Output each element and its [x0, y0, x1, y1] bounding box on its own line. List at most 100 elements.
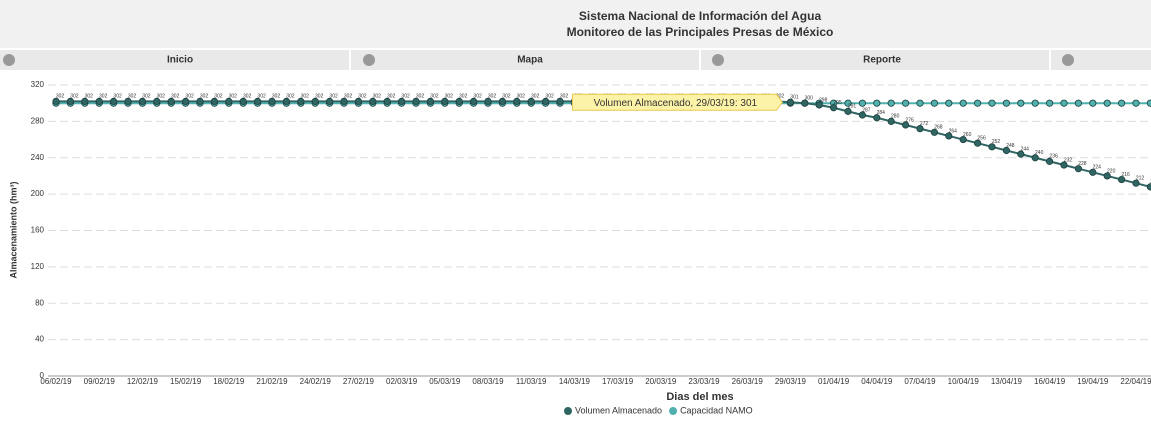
data-label: 302	[387, 94, 396, 100]
data-label: 302	[473, 94, 482, 100]
point	[973, 139, 982, 147]
point	[973, 99, 982, 107]
point	[887, 99, 895, 107]
map-icon[interactable]	[363, 54, 375, 66]
data-label: 268	[934, 125, 943, 131]
data-label: 302	[329, 94, 338, 100]
data-label: 302	[517, 94, 526, 100]
y-tick-label: 80	[35, 298, 44, 307]
point	[1146, 99, 1151, 107]
report-icon[interactable]	[712, 54, 724, 66]
point	[110, 97, 118, 105]
point	[1132, 99, 1140, 107]
point	[858, 99, 867, 107]
point	[1046, 99, 1054, 107]
point	[513, 97, 521, 105]
data-label: 302	[488, 94, 497, 100]
point	[988, 143, 996, 151]
data-label: 302	[502, 94, 511, 100]
data-label: 302	[272, 94, 281, 100]
data-label: 228	[1078, 161, 1087, 167]
data-label: 302	[416, 94, 425, 100]
point	[1146, 183, 1151, 191]
nav-item[interactable]: Inicio	[167, 55, 193, 66]
menu-icon[interactable]	[1062, 54, 1074, 66]
point	[829, 104, 838, 112]
point	[901, 99, 910, 107]
nav-item[interactable]: Mapa	[517, 55, 543, 66]
point	[1074, 99, 1083, 107]
data-label: 256	[977, 136, 986, 142]
point	[959, 99, 967, 107]
data-label: 302	[70, 94, 79, 100]
point	[844, 107, 852, 115]
data-label: 302	[344, 94, 353, 100]
point	[930, 128, 939, 136]
data-label: 280	[891, 114, 900, 120]
data-label: 302	[445, 94, 454, 100]
x-tick-label: 14/03/19	[559, 377, 591, 386]
point	[66, 97, 75, 105]
y-axis-title: Almacenamiento (hm³)	[8, 181, 18, 278]
data-label: 302	[776, 94, 785, 100]
point	[182, 97, 190, 105]
data-label: 236	[1049, 154, 1058, 160]
data-label: 301	[790, 95, 799, 101]
data-label: 248	[1006, 143, 1015, 149]
x-tick-label: 24/02/19	[300, 377, 332, 386]
point	[1060, 99, 1068, 107]
point	[426, 97, 434, 105]
legend-label: Capacidad NAMO	[680, 405, 753, 415]
point	[1002, 146, 1011, 155]
x-tick-label: 18/02/19	[213, 377, 245, 386]
data-label: 302	[301, 94, 310, 100]
data-label: 302	[257, 94, 266, 100]
data-label: 302	[171, 94, 180, 100]
x-tick-label: 27/02/19	[343, 377, 375, 386]
data-label: 216	[1121, 172, 1130, 178]
point	[930, 99, 939, 107]
point	[945, 99, 953, 107]
point	[196, 97, 204, 105]
point	[916, 99, 924, 107]
nav-item[interactable]: Reporte	[863, 55, 901, 66]
y-tick-label: 120	[31, 262, 45, 271]
data-label: 260	[963, 132, 972, 138]
y-tick-label: 40	[35, 335, 44, 344]
x-tick-label: 06/02/19	[40, 377, 72, 386]
x-tick-label: 21/02/19	[256, 377, 288, 386]
point	[1017, 99, 1025, 107]
home-icon[interactable]	[3, 54, 15, 66]
point	[455, 97, 463, 105]
data-label: 302	[401, 94, 410, 100]
data-label: 284	[877, 110, 886, 116]
data-label: 302	[200, 94, 209, 100]
x-tick-label: 12/02/19	[127, 377, 159, 386]
data-label: 302	[142, 94, 151, 100]
data-label: 232	[1064, 157, 1073, 163]
point	[138, 97, 146, 105]
point	[844, 99, 852, 107]
legend-marker	[669, 407, 678, 415]
point	[498, 97, 506, 105]
data-label: 302	[229, 94, 238, 100]
data-label: 302	[358, 94, 367, 100]
point	[153, 97, 161, 105]
y-tick-label: 240	[31, 153, 45, 162]
x-tick-label: 07/04/19	[904, 377, 936, 386]
data-label: 302	[286, 94, 295, 100]
x-tick-label: 05/03/19	[429, 377, 461, 386]
data-label: 302	[113, 94, 122, 100]
point	[1089, 99, 1097, 107]
data-label: 302	[373, 94, 382, 100]
data-label: 302	[560, 94, 569, 100]
data-label: 302	[214, 94, 223, 100]
point	[873, 114, 881, 122]
x-tick-label: 08/03/19	[472, 377, 504, 386]
point	[469, 97, 478, 105]
x-tick-label: 29/03/19	[775, 377, 807, 386]
x-tick-label: 17/03/19	[602, 377, 634, 386]
data-label: 300	[805, 96, 814, 102]
point	[1089, 168, 1097, 176]
